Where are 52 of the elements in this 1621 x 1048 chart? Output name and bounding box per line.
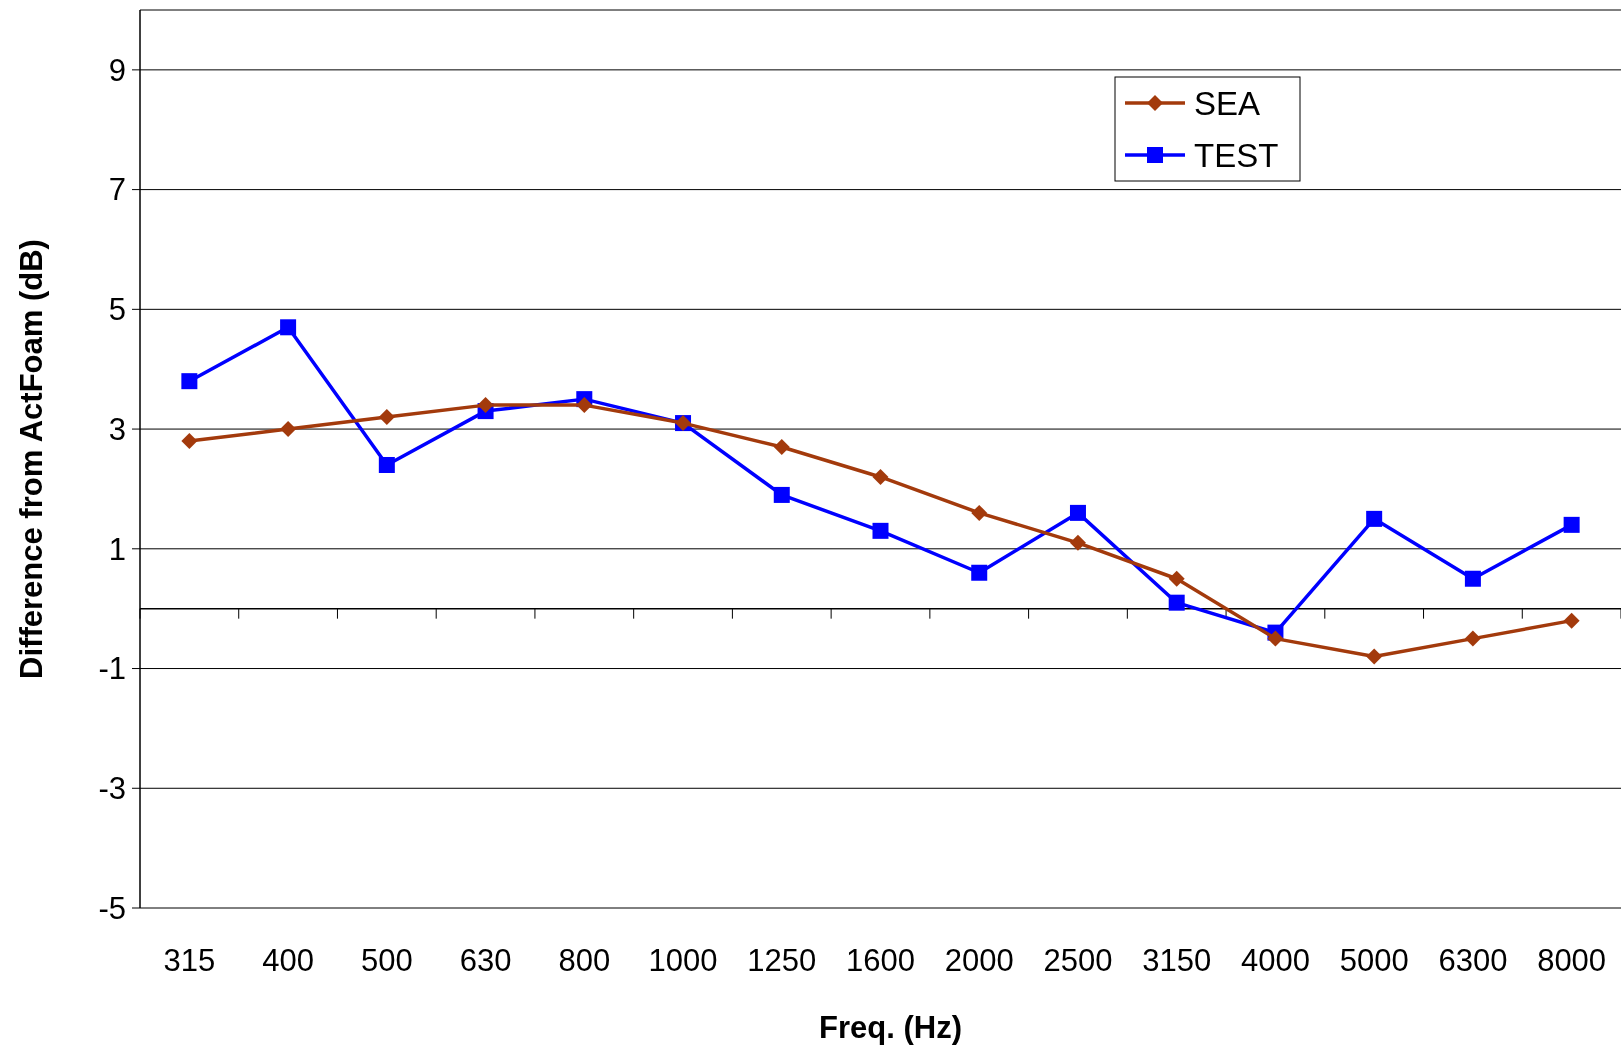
x-tick-label: 630 (459, 943, 512, 978)
x-tick-label: 400 (262, 943, 314, 978)
point (773, 486, 790, 503)
y-tick-label: -3 (98, 771, 126, 807)
point (971, 504, 988, 521)
point (1267, 630, 1284, 647)
point (1563, 612, 1580, 629)
point (1069, 504, 1086, 521)
point (1366, 648, 1383, 665)
point (1168, 594, 1185, 611)
point (971, 564, 988, 581)
y-tick-label: -1 (98, 651, 126, 687)
point (378, 456, 395, 473)
point (181, 433, 198, 450)
y-tick-label: 7 (108, 172, 126, 208)
x-tick-label: 2500 (1043, 943, 1113, 978)
point (1366, 510, 1383, 527)
point (280, 319, 297, 336)
x-tick-label: 2000 (944, 943, 1014, 978)
point (872, 522, 889, 539)
x-tick-label: 4000 (1240, 943, 1310, 978)
point (477, 397, 494, 414)
x-tick-label: 800 (558, 943, 611, 978)
x-tick-label: 6300 (1438, 943, 1508, 978)
x-tick-label: 1600 (846, 943, 915, 978)
x-tick-label: 1000 (648, 943, 718, 978)
point (576, 397, 593, 414)
point (1464, 570, 1481, 587)
point (1069, 534, 1086, 551)
x-tick-label: 315 (163, 943, 216, 978)
y-tick-label: 5 (108, 292, 126, 328)
point (1464, 630, 1481, 647)
point (280, 421, 297, 438)
y-tick-label: 9 (108, 52, 126, 88)
point (773, 439, 790, 456)
y-tick-label: -5 (98, 890, 126, 926)
x-axis-title: Freq. (Hz) (819, 1010, 962, 1045)
y-tick-label: 1 (108, 531, 126, 567)
y-axis-title: Difference from ActFoam (dB) (14, 239, 49, 679)
x-tick-label: 500 (360, 943, 413, 978)
point (181, 373, 198, 390)
point (1168, 570, 1185, 587)
x-tick-label: 1250 (747, 943, 817, 978)
point (378, 409, 395, 426)
y-tick-label: 3 (108, 411, 126, 447)
legend-label: TEST (1194, 136, 1279, 174)
x-tick-label: 8000 (1537, 943, 1607, 978)
x-tick-label: 3150 (1142, 943, 1212, 978)
x-tick-label: 5000 (1339, 943, 1409, 978)
point (872, 468, 889, 485)
point (1563, 516, 1580, 533)
legend-label: SEA (1194, 84, 1261, 122)
